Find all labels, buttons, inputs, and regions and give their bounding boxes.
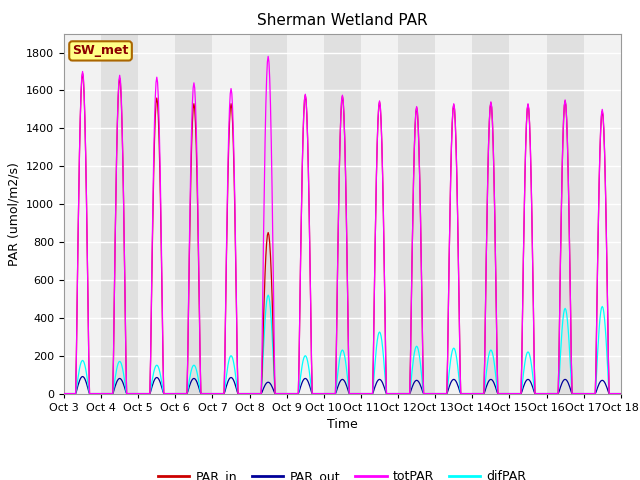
Bar	[509, 34, 547, 394]
Y-axis label: PAR (umol/m2/s): PAR (umol/m2/s)	[8, 162, 20, 265]
Bar	[398, 34, 435, 394]
Legend: PAR_in, PAR_out, totPAR, difPAR: PAR_in, PAR_out, totPAR, difPAR	[153, 465, 532, 480]
X-axis label: Time: Time	[327, 418, 358, 431]
Bar	[101, 34, 138, 394]
Bar	[472, 34, 509, 394]
Text: SW_met: SW_met	[72, 44, 129, 58]
Bar	[212, 34, 250, 394]
Bar	[250, 34, 287, 394]
Bar	[435, 34, 472, 394]
Bar	[361, 34, 398, 394]
Title: Sherman Wetland PAR: Sherman Wetland PAR	[257, 13, 428, 28]
Bar	[138, 34, 175, 394]
Bar	[324, 34, 361, 394]
Bar	[287, 34, 324, 394]
Bar	[64, 34, 101, 394]
Bar	[621, 34, 640, 394]
Bar	[175, 34, 212, 394]
Bar	[584, 34, 621, 394]
Bar	[547, 34, 584, 394]
